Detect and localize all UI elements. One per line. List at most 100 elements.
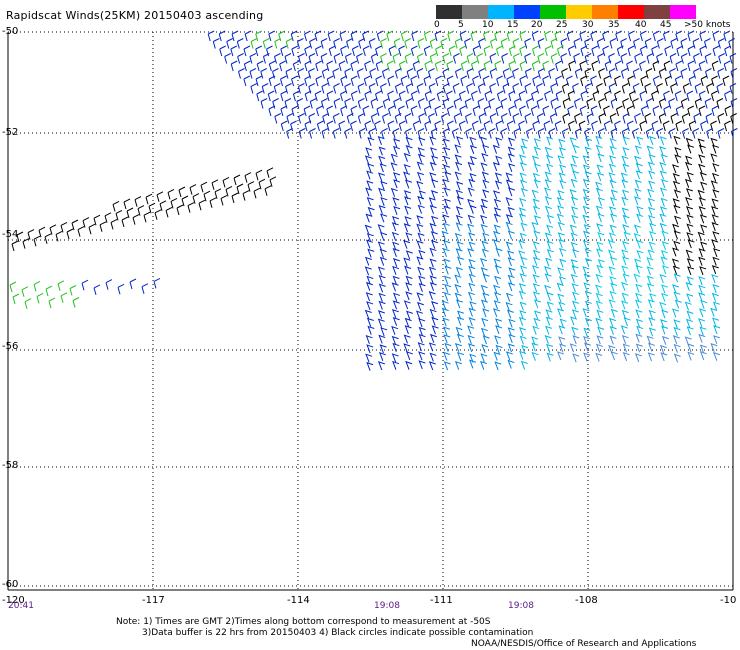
wind-barb [460,75,468,87]
wind-barb [344,53,352,64]
wind-barb [454,144,462,154]
wind-barb [537,128,545,139]
wind-barb [309,98,317,109]
wind-barb [531,336,539,346]
wind-barb [620,68,628,79]
wind-barb [496,90,504,102]
wind-barb [717,128,725,139]
wind-barb [467,161,475,171]
wind-barb [256,60,264,72]
wind-barb [645,128,653,139]
wind-barb [304,120,312,132]
wind-barb [351,45,359,57]
wind-barb [458,120,466,132]
wind-barb [571,155,579,165]
wind-barb [297,83,305,94]
wind-barb [428,291,436,301]
wind-barb [536,113,544,124]
wind-barb [608,232,616,242]
wind-barb [404,113,412,124]
wind-barb [333,38,340,49]
wind-barb [572,335,580,345]
wind-barb [470,90,478,102]
wind-barb [548,128,556,139]
wind-barb [454,274,462,284]
legend-label: 0 [434,20,440,30]
wind-barb [382,68,389,79]
wind-barb [456,351,464,361]
wind-barb [507,257,515,267]
wind-barb [572,83,579,94]
wind-barb [483,105,491,117]
wind-barb [603,75,611,87]
wind-barb [369,68,377,79]
wind-barb [635,170,643,180]
wind-barb [495,137,503,147]
wind-barb [344,128,352,139]
wind-barb [658,98,666,109]
wind-barb [620,172,628,182]
wind-barb [262,38,270,49]
wind-barb [49,224,57,235]
wind-barb [483,60,491,72]
wind-barb [480,267,488,277]
wind-barb [627,45,635,57]
wind-barb [507,137,515,147]
wind-barb [570,316,578,326]
wind-barb [492,239,500,249]
wind-barb [544,273,552,283]
wind-barb [595,181,603,191]
wind-barb [659,222,667,232]
wind-barb [272,98,279,109]
wind-barb [519,45,526,57]
wind-barb [410,90,418,102]
wind-barb [416,171,424,181]
wind-barb [236,183,244,195]
wind-barb [398,120,406,132]
wind-barb [274,113,282,124]
wind-barb [219,45,226,57]
wind-barb [320,38,328,49]
wind-barb [478,38,485,49]
wind-barb [260,98,268,109]
wind-barb [559,258,567,268]
wind-barb [700,181,708,191]
wind-barb [544,90,551,102]
wind-barb [506,120,514,132]
wind-barb [298,53,305,64]
wind-barb [378,352,386,361]
wind-barb [693,53,700,64]
wind-barb [72,297,80,308]
wind-barb [533,256,541,266]
wind-barb [38,226,46,238]
wind-barb [622,256,630,266]
note-line-1: Note: 1) Times are GMT 2)Times along bot… [116,617,491,627]
wind-barb [520,222,528,232]
wind-barb [126,207,134,219]
wind-barb [417,232,425,242]
wind-barb [622,343,630,353]
wind-barb [621,292,629,302]
wind-barb [77,226,85,237]
wind-barb [661,179,669,189]
wind-barb [622,146,630,156]
wind-barb [405,310,413,320]
wind-barb [466,53,474,64]
wind-barb [595,352,603,362]
wind-barb [350,105,358,117]
wind-barb [418,113,425,124]
wind-barb [308,53,316,64]
wind-barb [520,360,528,370]
wind-barb [614,60,622,72]
wind-barb [578,120,586,132]
wind-barb [505,241,513,251]
wind-barb [364,60,371,72]
wind-barb [711,292,719,302]
wind-barb [573,98,581,109]
wind-barb [367,248,375,258]
wind-barb [557,205,565,215]
wind-barb [668,128,676,139]
wind-barb [412,60,420,72]
wind-barb [680,53,688,64]
wind-barb [672,180,680,190]
